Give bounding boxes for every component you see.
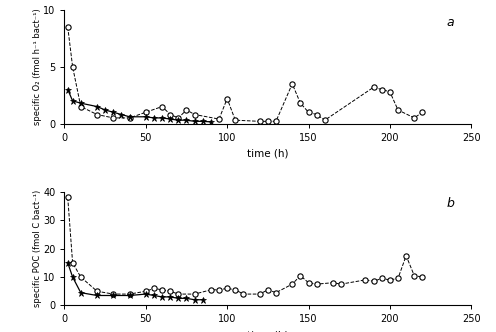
Text: a: a [447, 16, 454, 29]
X-axis label: time (h): time (h) [247, 330, 289, 332]
X-axis label: time (h): time (h) [247, 148, 289, 158]
Y-axis label: specific POC (fmol C bact⁻¹): specific POC (fmol C bact⁻¹) [33, 190, 42, 307]
Y-axis label: specific O₂ (fmol h⁻¹ bact⁻¹): specific O₂ (fmol h⁻¹ bact⁻¹) [33, 8, 42, 125]
Text: b: b [447, 198, 455, 210]
